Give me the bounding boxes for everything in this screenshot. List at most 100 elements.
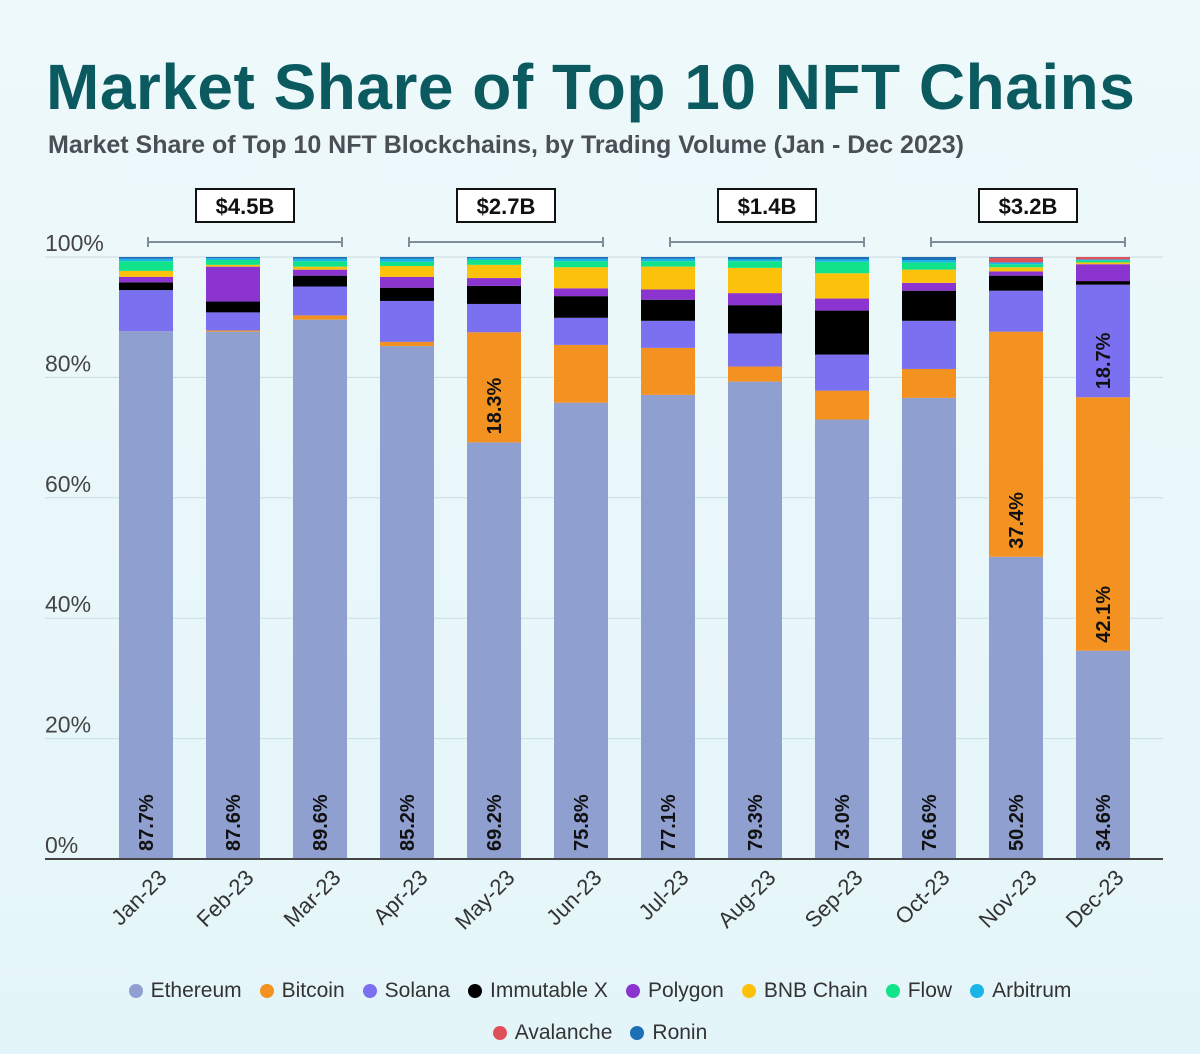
- legend-swatch: [630, 1026, 645, 1040]
- bar-segment-bitcoin: [902, 368, 956, 398]
- data-label: 34.6%: [1093, 794, 1115, 851]
- bar-segment-ronin: [989, 257, 1043, 258]
- bar-segment-flow: [554, 261, 608, 268]
- bar-segment-bnb-chain: [1076, 262, 1130, 265]
- bar-segment-solana: [1076, 284, 1130, 398]
- bar-segment-ethereum: [119, 331, 173, 859]
- legend-item-flow: Flow: [885, 979, 952, 1003]
- legend-swatch: [362, 984, 377, 998]
- legend-swatch: [128, 984, 143, 998]
- data-label: 85.2%: [397, 794, 419, 851]
- bar-segment-bitcoin: [1076, 397, 1130, 651]
- bar-segment-bnb-chain: [641, 266, 695, 290]
- bar-segment-polygon: [554, 288, 608, 297]
- y-tick-label: 60%: [45, 471, 91, 497]
- bar-segment-bitcoin: [815, 390, 869, 420]
- data-label: 77.1%: [658, 794, 680, 851]
- volume-label: $4.5B: [216, 194, 275, 219]
- legend-item-arbitrum: Arbitrum: [970, 979, 1071, 1003]
- bar-segment-solana: [989, 290, 1043, 332]
- legend-item-immutable-x: Immutable X: [468, 979, 608, 1003]
- bar-segment-ethereum: [989, 556, 1043, 859]
- bar-segment-ronin: [467, 257, 521, 259]
- bar-segment-polygon: [293, 269, 347, 276]
- y-tick-label: 20%: [45, 712, 91, 738]
- bar-segment-immutable-x: [119, 282, 173, 291]
- bar-segment-flow: [380, 261, 434, 267]
- bar-segment-arbitrum: [728, 259, 782, 262]
- bar-segment-bitcoin: [554, 344, 608, 403]
- x-tick-label: Sep-23: [800, 865, 868, 933]
- bar-segment-bitcoin: [989, 331, 1043, 557]
- bar-segment-flow: [467, 260, 521, 265]
- bar-segment-bnb-chain: [728, 267, 782, 294]
- bar-segment-immutable-x: [467, 285, 521, 304]
- legend-item-polygon: Polygon: [625, 979, 724, 1003]
- legend-item-avalanche: Avalanche: [492, 1021, 612, 1045]
- bar-segment-immutable-x: [815, 310, 869, 355]
- y-tick-label: 80%: [45, 350, 91, 376]
- bar-segment-ronin: [815, 257, 869, 260]
- bar-segment-ethereum: [554, 402, 608, 859]
- bar-segment-ethereum: [1076, 650, 1130, 859]
- bar-segment-bnb-chain: [293, 266, 347, 270]
- bar-segment-arbitrum: [206, 258, 260, 261]
- bar-segment-ronin: [728, 257, 782, 260]
- bar-segment-ronin: [641, 257, 695, 259]
- bar-segment-polygon: [902, 282, 956, 291]
- bar-segment-flow: [206, 260, 260, 265]
- bar-segment-bnb-chain: [815, 273, 869, 299]
- bar-segment-bnb-chain: [380, 266, 434, 277]
- volume-box: [195, 188, 295, 223]
- x-tick-label: Aug-23: [713, 865, 781, 933]
- bar-segment-flow: [293, 261, 347, 267]
- bar-segment-solana: [206, 312, 260, 331]
- bar-segment-flow: [902, 262, 956, 270]
- bar-segment-flow: [641, 261, 695, 267]
- bar-segment-solana: [380, 300, 434, 342]
- legend-item-bnb-chain: BNB Chain: [741, 979, 868, 1003]
- bar-segment-ronin: [206, 257, 260, 259]
- volume-box: [978, 188, 1078, 223]
- bar-segment-ronin: [293, 257, 347, 259]
- legend-swatch: [741, 984, 756, 998]
- legend-label: Bitcoin: [281, 979, 345, 1002]
- bar-segment-solana: [554, 317, 608, 345]
- bar-segment-bitcoin: [293, 315, 347, 320]
- volume-label: $3.2B: [999, 194, 1058, 219]
- data-label: 73.0%: [832, 794, 854, 851]
- bar-segment-arbitrum: [902, 260, 956, 263]
- bar-segment-bnb-chain: [119, 270, 173, 277]
- bar-segment-bitcoin: [467, 332, 521, 443]
- volume-label: $2.7B: [477, 194, 536, 219]
- bar-segment-bitcoin: [206, 330, 260, 332]
- bar-segment-bnb-chain: [554, 267, 608, 289]
- x-tick-label: Dec-23: [1061, 865, 1129, 933]
- bar-segment-immutable-x: [554, 296, 608, 318]
- legend-item-bitcoin: Bitcoin: [259, 979, 345, 1003]
- data-label: 42.1%: [1093, 586, 1115, 643]
- legend-item-solana: Solana: [362, 979, 450, 1003]
- legend-item-ethereum: Ethereum: [128, 979, 242, 1003]
- legend-label: Arbitrum: [992, 979, 1072, 1002]
- bar-segment-bnb-chain: [989, 267, 1043, 272]
- bar-segment-bnb-chain: [206, 264, 260, 267]
- bar-segment-bitcoin: [380, 341, 434, 347]
- legend-row-1: Ethereum Bitcoin Solana Immutable X Polygon B…: [0, 979, 1200, 1003]
- bar-segment-flow: [989, 264, 1043, 268]
- data-label: 76.6%: [919, 794, 941, 851]
- bar-segment-polygon: [380, 276, 434, 288]
- data-label: 18.7%: [1093, 332, 1115, 389]
- bar-segment-flow: [119, 261, 173, 271]
- bar-segment-ronin: [554, 257, 608, 259]
- bar-segment-solana: [467, 303, 521, 333]
- data-label: 79.3%: [745, 794, 767, 851]
- bar-segment-flow: [728, 261, 782, 268]
- bar-segment-ethereum: [206, 331, 260, 859]
- bar-segment-ethereum: [728, 381, 782, 859]
- bar-segment-avalanche: [1076, 257, 1130, 260]
- legend-item-ronin: Ronin: [630, 1021, 707, 1045]
- bar-segment-flow: [815, 261, 869, 274]
- legend-label: Ethereum: [150, 979, 242, 1002]
- volume-label: $1.4B: [738, 194, 797, 219]
